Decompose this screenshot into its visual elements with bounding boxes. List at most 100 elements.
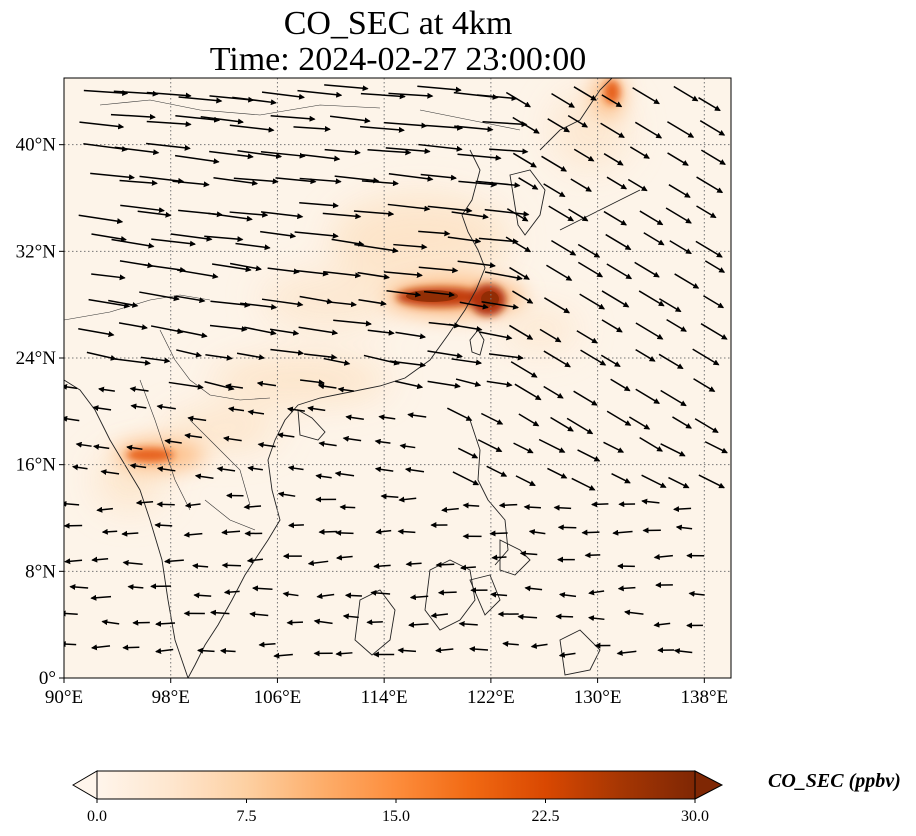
wind-arrow bbox=[435, 647, 454, 654]
wind-arrow bbox=[225, 383, 244, 390]
wind-arrow bbox=[605, 233, 632, 251]
wind-arrow bbox=[337, 386, 354, 393]
wind-arrow bbox=[345, 414, 364, 421]
wind-arrow bbox=[257, 441, 276, 448]
wind-arrow bbox=[270, 348, 305, 356]
wind-arrow bbox=[553, 504, 572, 511]
lat-tick-label: 8°N bbox=[25, 561, 56, 582]
wind-arrow bbox=[374, 466, 394, 473]
wind-arrow bbox=[193, 592, 212, 599]
lat-tick-label: 32°N bbox=[16, 241, 57, 262]
map-title: CO_SEC at 4km bbox=[283, 5, 513, 42]
wind-arrow bbox=[513, 442, 534, 454]
wind-arrow bbox=[360, 92, 406, 100]
wind-arrow bbox=[151, 238, 196, 247]
wind-arrow bbox=[344, 592, 362, 599]
wind-arrow bbox=[490, 591, 508, 598]
wind-arrow bbox=[530, 642, 548, 649]
wind-arrow bbox=[119, 179, 158, 186]
lon-tick-label: 122°E bbox=[467, 687, 515, 708]
lat-tick-label: 16°N bbox=[16, 455, 57, 476]
wind-arrow bbox=[267, 267, 300, 275]
wind-arrow bbox=[454, 125, 494, 133]
wind-arrow bbox=[639, 210, 664, 226]
wind-arrow bbox=[287, 522, 304, 529]
wind-arrow bbox=[660, 443, 686, 457]
wind-arrow bbox=[606, 263, 633, 280]
wind-arrow bbox=[383, 271, 423, 278]
wind-arrow bbox=[395, 331, 426, 340]
wind-arrow bbox=[523, 504, 541, 511]
wind-arrow bbox=[688, 590, 705, 597]
wind-arrow bbox=[426, 124, 464, 131]
wind-arrow bbox=[256, 380, 277, 387]
coastlines bbox=[64, 78, 641, 678]
wind-arrow bbox=[577, 243, 601, 258]
wind-arrow bbox=[237, 150, 283, 159]
wind-arrow bbox=[634, 261, 660, 278]
wind-arrow bbox=[524, 585, 543, 592]
wind-arrow bbox=[423, 290, 455, 298]
wind-arrow bbox=[486, 465, 508, 477]
wind-arrow bbox=[213, 177, 259, 186]
wind-arrow bbox=[339, 504, 356, 511]
wind-arrow bbox=[358, 298, 387, 307]
wind-arrow bbox=[90, 172, 135, 181]
wind-arrow bbox=[548, 205, 575, 222]
wind-arrow bbox=[616, 649, 637, 656]
wind-arrow bbox=[243, 503, 262, 510]
wind-arrow bbox=[298, 326, 339, 336]
wind-arrow bbox=[673, 648, 693, 655]
lat-tick-label: 24°N bbox=[16, 348, 57, 369]
wind-arrow bbox=[458, 180, 498, 188]
wind-arrow bbox=[98, 386, 115, 393]
wind-arrow bbox=[624, 609, 644, 616]
wind-arrow bbox=[635, 388, 661, 404]
wind-arrow bbox=[334, 470, 355, 477]
wind-arrow bbox=[326, 300, 357, 308]
wind-arrow bbox=[518, 413, 540, 427]
wind-arrow bbox=[83, 89, 129, 97]
wind-arrow bbox=[251, 585, 273, 592]
wind-arrow bbox=[90, 594, 112, 601]
wind-arrow bbox=[96, 506, 113, 513]
wind-arrow bbox=[261, 298, 304, 308]
wind-arrow bbox=[460, 564, 476, 571]
wind-arrow bbox=[91, 556, 109, 563]
wind-arrow bbox=[175, 295, 206, 304]
wind-arrow bbox=[570, 178, 592, 192]
wind-arrow bbox=[223, 589, 240, 596]
wind-arrow bbox=[489, 530, 508, 537]
wind-arrow bbox=[550, 416, 574, 432]
wind-arrow bbox=[601, 94, 623, 108]
wind-arrow bbox=[334, 175, 380, 184]
wind-arrow bbox=[603, 441, 625, 453]
wind-arrow bbox=[249, 611, 269, 618]
wind-arrow bbox=[354, 243, 399, 254]
wind-arrow bbox=[653, 553, 673, 560]
wind-arrow bbox=[233, 177, 279, 185]
wind-arrow bbox=[204, 235, 244, 243]
wind-arrow bbox=[273, 652, 293, 659]
wind-arrow bbox=[164, 558, 184, 565]
wind-arrow bbox=[322, 212, 362, 220]
wind-arrow bbox=[566, 417, 594, 435]
wind-arrow bbox=[303, 353, 338, 360]
wind-arrow bbox=[323, 271, 362, 279]
wind-arrow bbox=[667, 121, 695, 138]
wind-arrow bbox=[277, 491, 296, 498]
wind-arrow bbox=[150, 325, 184, 335]
wind-arrow bbox=[698, 97, 721, 112]
wind-arrow bbox=[329, 115, 371, 124]
wind-arrow bbox=[373, 563, 391, 570]
wind-arrow bbox=[86, 351, 117, 361]
wind-arrow bbox=[184, 432, 203, 439]
lon-tick-label: 106°E bbox=[254, 687, 302, 708]
wind-arrow bbox=[64, 641, 77, 648]
wind-arrow bbox=[405, 560, 422, 567]
wind-arrow bbox=[668, 184, 691, 198]
wind-arrow bbox=[187, 415, 207, 422]
wind-arrow bbox=[447, 407, 473, 421]
wind-arrow bbox=[641, 474, 667, 488]
wind-arrow bbox=[498, 502, 518, 509]
